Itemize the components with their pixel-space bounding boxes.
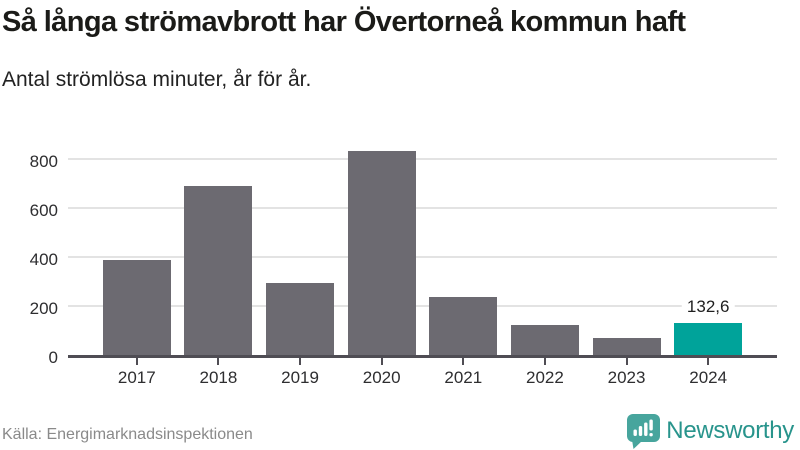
y-axis-labels: 0 200 400 600 800	[0, 138, 58, 367]
bar-2021	[429, 297, 498, 355]
y-tick-label-800: 800	[29, 152, 58, 172]
bar-2017	[102, 259, 171, 355]
x-tick-label-2020: 2020	[362, 368, 401, 387]
bar-2022	[510, 325, 579, 355]
y-tick-label-600: 600	[29, 201, 58, 221]
x-tick-2018	[217, 358, 220, 365]
x-tick-2017	[135, 358, 138, 365]
bar-2020	[347, 150, 416, 355]
x-tick-label-2017: 2017	[117, 368, 156, 387]
x-tick-2023	[625, 358, 628, 365]
y-tick-label-0: 0	[48, 348, 58, 367]
bar-2019	[266, 282, 335, 355]
chart-subtitle: Antal strömlösa minuter, år för år.	[2, 68, 312, 91]
brand-name: Newsworthy	[666, 417, 794, 444]
x-tick-label-2019: 2019	[281, 368, 319, 387]
x-tick-label-2018: 2018	[199, 368, 238, 387]
source-note: Källa: Energimarknadsinspektionen	[2, 426, 253, 443]
plot-area: 2017 2018 2019 2020 2021 2022 2023 2024 132,6	[68, 138, 777, 387]
value-label-2024: 132,6	[681, 295, 735, 318]
x-tick-2020	[380, 358, 383, 365]
y-tick-label-400: 400	[29, 250, 58, 270]
gridline-600	[68, 207, 777, 210]
gridline-800	[68, 158, 777, 161]
x-tick-2022	[543, 358, 546, 365]
x-tick-label-2024: 2024	[689, 368, 728, 387]
x-tick-2019	[299, 358, 302, 365]
bar-2024	[674, 322, 743, 355]
bar-2023	[592, 337, 661, 355]
newsworthy-logo-icon	[627, 413, 661, 449]
bar-2018	[184, 185, 253, 355]
chart-title: Så långa strömavbrott har Övertorneå kom…	[2, 6, 686, 38]
y-tick-label-200: 200	[29, 299, 58, 319]
gridline-400	[68, 256, 777, 259]
gridline-200	[68, 305, 777, 308]
x-tick-label-2023: 2023	[607, 368, 646, 387]
x-tick-label-2021: 2021	[444, 368, 483, 387]
x-tick-label-2022: 2022	[526, 368, 564, 387]
brand-lockup: Newsworthy	[627, 413, 794, 449]
x-tick-2021	[462, 358, 465, 365]
x-tick-2024	[707, 358, 710, 365]
